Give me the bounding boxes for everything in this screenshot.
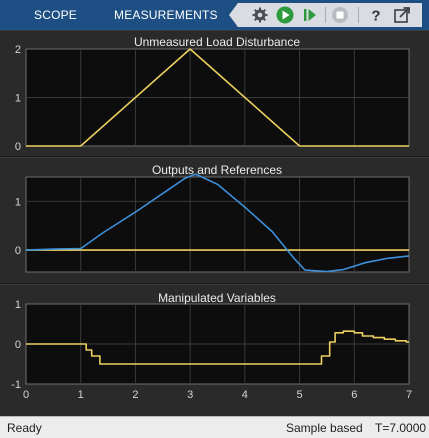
x-tick-label: 3 [187,389,193,401]
tab-measurements[interactable]: MEASUREMENTS [114,8,218,22]
undock-icon[interactable] [392,5,412,25]
scope-plots[interactable]: Unmeasured Load Disturbance 012 Outputs … [0,30,429,416]
x-ticks-3: 0 1 2 3 4 5 6 7 [23,389,412,401]
series-group-1 [26,48,409,147]
status-sim-time: T=7.0000 [375,421,427,435]
y-tick-label: 0 [15,245,21,257]
x-tick-label: 0 [23,389,29,401]
x-tick-label: 5 [297,389,303,401]
x-tick-label: 1 [78,389,84,401]
y-ticks-1: 0 1 2 [15,44,21,153]
y-ticks-3: -1 0 1 [11,299,21,391]
y-tick-label: 2 [15,44,21,56]
status-sample-mode: Sample based [286,421,363,435]
step-forward-icon[interactable] [300,5,320,25]
plot-title-1: Unmeasured Load Disturbance [134,35,300,49]
axes-2[interactable] [25,176,410,273]
tab-scope[interactable]: SCOPE [34,8,78,22]
x-tick-label: 4 [242,389,248,401]
toolbar-separator [325,7,326,23]
settings-gear-icon[interactable] [250,5,270,25]
x-tick-label: 2 [132,389,138,401]
toolbar: SCOPE MEASUREMENTS [0,0,429,30]
series-line [26,48,409,147]
run-icon[interactable] [275,5,295,25]
x-tick-label: 6 [351,389,357,401]
series-line [25,173,410,273]
x-tick-label: 7 [406,389,412,401]
status-bar: Ready Sample based T=7.0000 [0,416,429,438]
help-icon[interactable]: ? [366,5,386,25]
y-tick-label: 0 [15,339,21,351]
plot-title-2: Outputs and References [152,163,282,177]
stop-icon[interactable] [330,5,350,25]
plot-title-3: Manipulated Variables [158,291,276,305]
y-tick-label: -1 [11,379,21,391]
y-tick-label: 1 [15,196,21,208]
y-tick-label: 0 [15,141,21,153]
series-group-2 [25,173,410,273]
toolbar-button-strip: ? [229,3,422,27]
series-group-3 [26,330,409,365]
series-line [26,330,409,365]
status-ready: Ready [7,421,42,435]
y-tick-label: 1 [15,299,21,311]
svg-text:?: ? [371,8,380,25]
toolbar-separator [358,7,359,23]
y-tick-label: 1 [15,93,21,105]
y-ticks-2: 01 [15,196,21,257]
